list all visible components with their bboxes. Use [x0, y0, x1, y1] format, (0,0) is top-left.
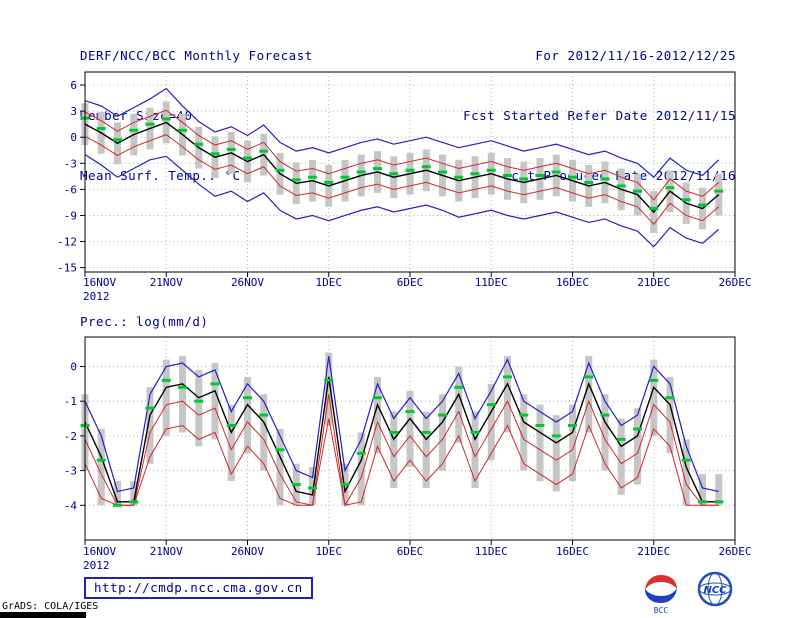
prec-panel-title: Prec.: log(mm/d) — [80, 314, 209, 329]
website-link[interactable]: http://cmdp.ncc.cma.gov.cn — [84, 577, 313, 599]
svg-text:3: 3 — [70, 105, 77, 118]
svg-text:-2: -2 — [64, 430, 77, 443]
svg-text:-6: -6 — [64, 183, 77, 196]
bcc-logo-icon: BCC — [645, 575, 677, 614]
svg-text:2012: 2012 — [83, 559, 110, 572]
svg-text:-9: -9 — [64, 209, 77, 222]
svg-text:16NOV: 16NOV — [83, 545, 116, 558]
panel-prec-lower-red-line — [84, 418, 719, 506]
svg-text:-15: -15 — [57, 262, 77, 275]
svg-text:21DEC: 21DEC — [637, 276, 670, 289]
svg-text:0: 0 — [70, 360, 77, 373]
svg-text:-1: -1 — [64, 395, 77, 408]
panel-temp-lower-red-line — [84, 134, 720, 225]
grads-credit: GrADS: COLA/IGES — [2, 601, 99, 612]
svg-text:-3: -3 — [64, 465, 77, 478]
panel-temp-min-line — [84, 154, 720, 248]
svg-text:21DEC: 21DEC — [637, 545, 670, 558]
svg-text:26DEC: 26DEC — [718, 545, 751, 558]
svg-text:6DEC: 6DEC — [397, 545, 424, 558]
panel-prec-green-dash-markers — [80, 375, 724, 507]
panel-temp-mean-line — [84, 121, 720, 214]
panel-temp-upper-red-line — [84, 109, 720, 201]
refer-date: Fcst Started Refer Date 2012/11/15 — [463, 108, 736, 123]
svg-text:26NOV: 26NOV — [231, 276, 264, 289]
ncc-logo-label: NCC — [703, 585, 727, 596]
panel-temp-max-line — [84, 87, 720, 179]
panel-prec-mean-line — [84, 376, 719, 503]
header-title: DERF/NCC/BCC Monthly Forecast — [80, 48, 313, 63]
website-url-text: http://cmdp.ncc.cma.gov.cn — [94, 580, 303, 595]
svg-text:26NOV: 26NOV — [231, 545, 264, 558]
svg-text:1DEC: 1DEC — [316, 545, 343, 558]
svg-text:16NOV: 16NOV — [83, 276, 116, 289]
svg-text:21NOV: 21NOV — [150, 545, 183, 558]
ncc-logo-icon: NCC — [697, 571, 733, 607]
svg-text:6: 6 — [70, 79, 77, 92]
svg-text:21NOV: 21NOV — [150, 276, 183, 289]
svg-text:-4: -4 — [64, 499, 78, 512]
panel-prec-upper-red-line — [84, 394, 719, 507]
svg-text:2012: 2012 — [83, 290, 110, 303]
bcc-logo-label: BCC — [654, 606, 669, 614]
svg-text:16DEC: 16DEC — [556, 276, 589, 289]
svg-text:-3: -3 — [64, 157, 77, 170]
panel-temp-green-dash-markers — [80, 116, 724, 211]
forecast-range: For 2012/11/16-2012/12/25 — [535, 48, 736, 63]
svg-text:0: 0 — [70, 131, 77, 144]
svg-text:6DEC: 6DEC — [397, 276, 424, 289]
svg-text:16DEC: 16DEC — [556, 545, 589, 558]
svg-text:1DEC: 1DEC — [316, 276, 343, 289]
svg-text:11DEC: 11DEC — [475, 276, 508, 289]
panel-temp-spread-bars — [81, 101, 723, 233]
svg-text:26DEC: 26DEC — [718, 276, 751, 289]
svg-text:11DEC: 11DEC — [475, 545, 508, 558]
bottom-left-black-bar — [0, 612, 86, 618]
svg-text:-12: -12 — [57, 236, 77, 249]
panel-prec-max-line — [84, 356, 719, 493]
